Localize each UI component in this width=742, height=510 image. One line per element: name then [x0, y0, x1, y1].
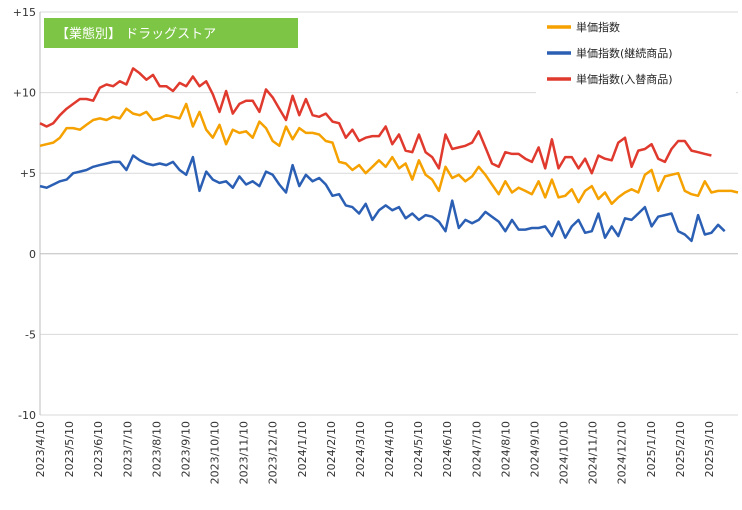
x-axis-tick-labels: 2023/4/10 2023/5/10 2023/6/10 2023/7/10 2023…: [34, 421, 716, 484]
x-tick-label-8: 2023/12/10: [267, 421, 280, 484]
x-tick-label-2: 2023/6/10: [92, 421, 105, 477]
x-tick-label-3: 2023/7/10: [121, 421, 134, 477]
x-tick-label-9: 2024/1/10: [296, 421, 309, 477]
x-tick-label-10: 2024/2/10: [325, 421, 338, 477]
x-tick-label-21: 2025/1/10: [645, 421, 658, 477]
legend-label-2: 単価指数(入替商品): [576, 72, 673, 86]
x-tick-label-14: 2024/6/10: [441, 421, 454, 477]
y-tick-label-4: -5: [25, 328, 36, 341]
chart-title-box: 【業態別】 ドラッグストア: [44, 18, 298, 48]
y-tick-label-3: 0: [29, 248, 36, 261]
x-tick-label-12: 2024/4/10: [383, 421, 396, 477]
y-tick-label-0: +15: [13, 6, 36, 19]
y-tick-label-1: +10: [13, 87, 36, 100]
x-tick-label-16: 2024/8/10: [499, 421, 512, 477]
x-tick-label-4: 2023/8/10: [150, 421, 163, 477]
x-tick-label-0: 2023/4/10: [34, 421, 47, 477]
legend: 単価指数 単価指数(継続商品) 単価指数(入替商品): [536, 16, 736, 94]
x-tick-label-5: 2023/9/10: [179, 421, 192, 477]
x-tick-label-22: 2025/2/10: [674, 421, 687, 477]
y-axis-tick-labels: +15 +10 +5 0 -5 -10: [13, 6, 36, 422]
x-tick-label-11: 2024/3/10: [354, 421, 367, 477]
y-tick-label-2: +5: [20, 167, 36, 180]
y-tick-label-5: -10: [18, 409, 36, 422]
series-lines: [40, 68, 738, 241]
series-line-0: [40, 104, 738, 204]
x-tick-label-15: 2024/7/10: [470, 421, 483, 477]
series-line-1: [40, 156, 725, 241]
chart-title: 【業態別】 ドラッグストア: [56, 26, 216, 42]
x-tick-label-6: 2023/10/10: [209, 421, 222, 484]
legend-label-1: 単価指数(継続商品): [576, 46, 673, 60]
x-tick-label-20: 2024/12/10: [616, 421, 629, 484]
x-tick-label-17: 2024/9/10: [528, 421, 541, 477]
x-tick-label-23: 2025/3/10: [703, 421, 716, 477]
x-tick-label-13: 2024/5/10: [412, 421, 425, 477]
line-chart: +15 +10 +5 0 -5 -10 2023/4/10 2023/5/10 2023/6/…: [0, 0, 742, 510]
x-tick-label-1: 2023/5/10: [63, 421, 76, 477]
x-tick-label-18: 2024/10/10: [558, 421, 571, 484]
x-tick-label-19: 2024/11/10: [587, 421, 600, 484]
x-tick-label-7: 2023/11/10: [238, 421, 251, 484]
legend-label-0: 単価指数: [576, 20, 620, 34]
